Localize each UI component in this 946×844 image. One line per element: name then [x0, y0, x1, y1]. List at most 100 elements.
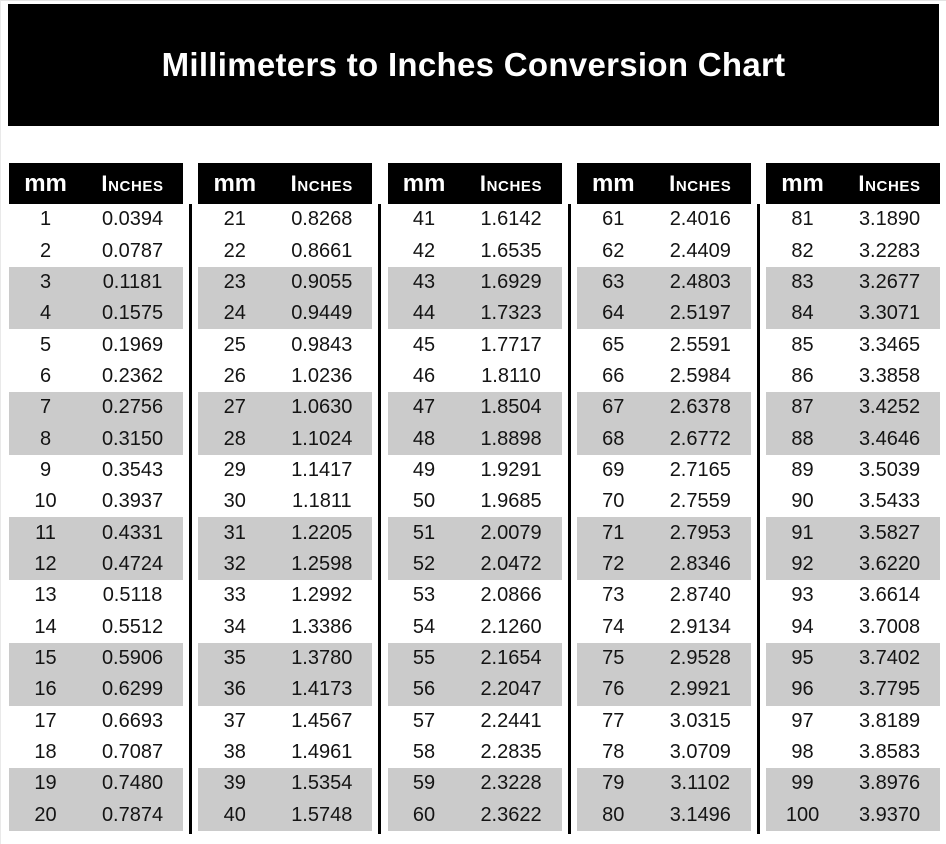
table-row: 62 2.4409: [577, 235, 751, 266]
table-row: 72 2.8346: [576, 548, 751, 581]
mm-value: 53: [412, 584, 436, 607]
table-row: 32 1.2598: [198, 548, 373, 581]
mm-value: 4: [39, 302, 52, 325]
inches-value: 0.0394: [101, 208, 164, 231]
table-row: 18 0.7087: [9, 737, 183, 768]
table-row: 36 1.4173: [198, 674, 373, 706]
mm-value: 22: [223, 239, 246, 262]
table-row: 51 2.0079: [387, 517, 562, 549]
inches-value: 2.1260: [480, 615, 542, 638]
inches-value: 3.4646: [858, 427, 921, 450]
inches-value: 1.7323: [480, 302, 542, 325]
table-row: 53 2.0866: [388, 580, 562, 611]
mm-value: 23: [223, 270, 246, 293]
mm-value: 17: [34, 709, 57, 732]
mm-value: 30: [223, 490, 246, 513]
inches-value: 3.6614: [858, 584, 921, 607]
mm-value: 83: [791, 270, 814, 293]
table-row: 40 1.5748: [198, 799, 373, 831]
inches-value: 1.1811: [291, 490, 352, 513]
table-row: 23 0.9055: [198, 266, 373, 299]
mm-value: 89: [791, 458, 814, 481]
inches-value: 3.2283: [858, 239, 921, 262]
inches-value: 2.7165: [669, 458, 731, 481]
mm-value: 54: [412, 615, 436, 638]
inches-value: 3.3071: [858, 302, 921, 325]
mm-value: 67: [602, 396, 625, 419]
table-row: 70 2.7559: [577, 486, 751, 517]
inches-value: 1.4173: [291, 678, 353, 701]
inches-value: 0.6693: [101, 709, 164, 732]
inches-value: 1.6929: [480, 270, 542, 293]
inches-value: 0.9449: [291, 302, 353, 325]
table-row: 3 0.1181: [9, 266, 183, 299]
mm-value: 87: [791, 396, 814, 419]
table-row: 38 1.4961: [198, 737, 372, 768]
inches-value: 3.6220: [858, 552, 921, 575]
inches-value: 1.8504: [480, 396, 542, 419]
table-row: 5 0.1969: [9, 329, 183, 360]
table-row: 57 2.2441: [388, 706, 562, 737]
table-row: 65 2.5591: [577, 329, 751, 360]
inches-value: 2.3622: [480, 803, 542, 826]
inches-value: 3.8976: [858, 772, 921, 795]
inches-value: 0.3150: [101, 427, 164, 450]
inches-value: 2.4016: [669, 208, 731, 231]
table-row: 76 2.9921: [576, 674, 751, 706]
table-row: 95 3.7402: [766, 642, 940, 675]
table-row: 78 3.0709: [577, 737, 751, 768]
table-row: 21 0.8268: [198, 204, 372, 235]
mm-value: 45: [412, 333, 436, 356]
inches-value: 2.5197: [669, 302, 731, 325]
inches-value: 2.4409: [669, 239, 731, 262]
mm-value: 70: [602, 490, 625, 513]
table-row: 19 0.7480: [9, 768, 183, 800]
inches-value: 0.4724: [101, 552, 164, 575]
inches-value: 1.9291: [480, 458, 542, 481]
table-row: 93 3.6614: [766, 580, 940, 611]
table-row: 20 0.7874: [9, 799, 183, 831]
table-row: 92 3.6220: [766, 548, 940, 581]
mm-value: 24: [223, 302, 246, 325]
table-row: 91 3.5827: [766, 517, 940, 549]
inches-value: 2.6378: [669, 396, 731, 419]
inches-value: 0.5512: [101, 615, 164, 638]
mm-value: 32: [223, 552, 246, 575]
table-row: 43 1.6929: [387, 266, 562, 299]
inches-value: 1.4567: [291, 709, 353, 732]
inches-value: 0.5906: [101, 646, 164, 669]
inches-value: 1.3780: [291, 646, 353, 669]
table-row: 29 1.1417: [198, 455, 372, 486]
mm-value: 99: [791, 772, 814, 795]
table-divider: [567, 204, 571, 834]
inches-value: 1.1417: [291, 458, 353, 481]
mm-value: 56: [412, 678, 436, 701]
mm-value: 35: [223, 646, 246, 669]
mm-value: 69: [602, 458, 625, 481]
inches-value: 0.0787: [101, 239, 164, 262]
table-row: 31 1.2205: [198, 517, 373, 549]
mm-value: 7: [39, 396, 52, 419]
table-divider: [378, 204, 382, 834]
mm-value: 97: [791, 709, 814, 732]
table-row: 34 1.3386: [198, 611, 372, 642]
inches-value: 1.5748: [291, 803, 353, 826]
mm-value: 84: [791, 302, 814, 325]
conversion-table-4: mm Inches 61 2.4016 62 2.4409 63 2.4803 64 2.5197…: [576, 163, 751, 831]
mm-value: 2: [39, 239, 52, 262]
inches-value: 0.7480: [101, 772, 164, 795]
mm-value: 51: [412, 521, 436, 544]
inches-value: 1.6535: [480, 239, 542, 262]
table-row: 94 3.7008: [766, 611, 940, 642]
inches-column-header: Inches: [669, 170, 732, 196]
inches-value: 0.1575: [101, 302, 164, 325]
inches-value: 3.1890: [858, 208, 921, 231]
inches-value: 2.7559: [669, 490, 731, 513]
inches-value: 0.3543: [101, 458, 164, 481]
mm-column-header: mm: [24, 169, 67, 197]
mm-value: 76: [602, 678, 625, 701]
table-row: 27 1.0630: [198, 392, 373, 424]
table-header-row: mm Inches: [576, 163, 751, 204]
mm-value: 59: [412, 772, 436, 795]
inches-value: 3.7795: [858, 678, 921, 701]
